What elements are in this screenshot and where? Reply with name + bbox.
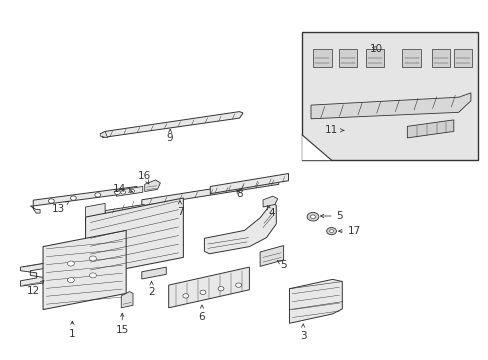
- Polygon shape: [310, 93, 470, 119]
- Polygon shape: [312, 49, 331, 67]
- Text: 11: 11: [324, 125, 343, 135]
- Text: 2: 2: [148, 282, 155, 297]
- Polygon shape: [402, 49, 420, 67]
- Polygon shape: [338, 49, 357, 67]
- Text: 5: 5: [277, 260, 286, 270]
- Circle shape: [306, 212, 318, 221]
- Polygon shape: [100, 112, 243, 138]
- Polygon shape: [121, 292, 133, 308]
- Circle shape: [121, 190, 125, 194]
- Polygon shape: [168, 267, 249, 308]
- Circle shape: [329, 230, 333, 233]
- Circle shape: [326, 228, 336, 235]
- Text: 16: 16: [137, 171, 151, 184]
- Polygon shape: [100, 131, 107, 138]
- Polygon shape: [33, 186, 137, 206]
- Circle shape: [89, 256, 96, 261]
- Polygon shape: [302, 135, 331, 160]
- Circle shape: [235, 283, 241, 287]
- Text: 8: 8: [236, 189, 243, 199]
- Polygon shape: [43, 230, 126, 310]
- Circle shape: [129, 189, 134, 193]
- Text: 14: 14: [113, 184, 132, 194]
- Polygon shape: [263, 196, 277, 207]
- Polygon shape: [85, 203, 105, 229]
- Text: 6: 6: [198, 305, 205, 322]
- Polygon shape: [144, 180, 160, 192]
- Text: 7: 7: [176, 201, 183, 217]
- Polygon shape: [204, 203, 276, 254]
- Polygon shape: [142, 178, 278, 206]
- Circle shape: [183, 294, 188, 298]
- Text: 12: 12: [26, 280, 44, 296]
- Polygon shape: [453, 49, 471, 67]
- Polygon shape: [20, 263, 46, 286]
- Polygon shape: [365, 49, 384, 67]
- Polygon shape: [289, 279, 342, 323]
- Circle shape: [95, 193, 101, 197]
- Text: 4: 4: [266, 205, 274, 218]
- Text: 5: 5: [320, 211, 343, 221]
- Polygon shape: [85, 198, 183, 276]
- Circle shape: [310, 215, 315, 219]
- Text: 9: 9: [166, 129, 173, 143]
- Circle shape: [48, 199, 54, 203]
- Polygon shape: [431, 49, 449, 67]
- Text: 3: 3: [299, 324, 306, 341]
- Circle shape: [70, 196, 76, 200]
- Text: 13: 13: [52, 201, 69, 214]
- Polygon shape: [142, 267, 166, 279]
- Polygon shape: [210, 174, 288, 194]
- Text: 15: 15: [115, 313, 129, 336]
- Circle shape: [114, 190, 120, 194]
- Text: 1: 1: [69, 321, 76, 339]
- Circle shape: [200, 290, 205, 294]
- Polygon shape: [116, 186, 142, 196]
- Bar: [302, 32, 477, 160]
- Circle shape: [67, 278, 74, 283]
- Circle shape: [67, 261, 74, 266]
- Text: 10: 10: [369, 44, 382, 54]
- Text: 17: 17: [338, 226, 361, 236]
- Polygon shape: [407, 120, 453, 138]
- Polygon shape: [260, 246, 283, 266]
- Circle shape: [89, 273, 96, 278]
- Circle shape: [218, 287, 224, 291]
- Polygon shape: [30, 206, 40, 213]
- Polygon shape: [105, 204, 144, 217]
